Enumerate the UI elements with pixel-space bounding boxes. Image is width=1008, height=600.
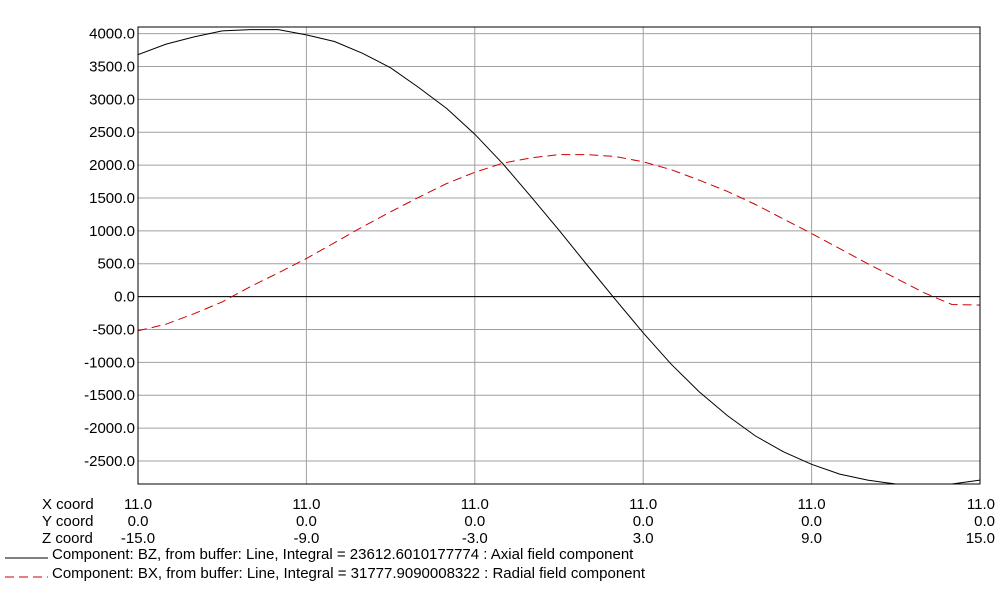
coord-value: 0.0	[464, 513, 485, 530]
coord-value: 0.0	[801, 513, 822, 530]
coord-value: -9.0	[293, 530, 319, 547]
y-tick-label: 1500.0	[89, 190, 135, 207]
y-tick-label: -1000.0	[84, 354, 135, 371]
coord-row-label: Y coord	[42, 513, 93, 530]
legend-label-bz: Component: BZ, from buffer: Line, Integr…	[52, 546, 634, 563]
series-layer	[138, 29, 980, 484]
y-tick-label: 0.0	[114, 289, 135, 306]
y-tick-labels: 4000.0 3500.0 3000.0 2500.0 2000.0 1500.0 1000…	[84, 26, 135, 470]
y-tick-label: 2500.0	[89, 124, 135, 141]
coord-value: -15.0	[121, 530, 155, 547]
coord-value: 11.0	[124, 496, 152, 513]
y-tick-label: 4000.0	[89, 26, 135, 43]
coord-value: 11.0	[461, 496, 489, 513]
y-tick-label: -2500.0	[84, 453, 135, 470]
coord-row-label: Z coord	[42, 530, 93, 547]
grid-lines	[137, 27, 981, 484]
coord-value: 0.0	[128, 513, 149, 530]
coord-row-label: X coord	[42, 496, 94, 513]
coord-value: 11.0	[798, 496, 826, 513]
y-tick-label: -2000.0	[84, 420, 135, 437]
y-tick-label: 3500.0	[89, 58, 135, 75]
legend: Component: BZ, from buffer: Line, Integr…	[5, 546, 646, 582]
y-tick-label: -1500.0	[84, 387, 135, 404]
coord-value: 11.0	[292, 496, 320, 513]
y-tick-label: 500.0	[97, 256, 135, 273]
coord-value: 15.0	[966, 530, 995, 547]
series-line-bx	[138, 154, 980, 332]
coord-value: -3.0	[462, 530, 488, 547]
coord-value: 11.0	[629, 496, 657, 513]
coord-value: 0.0	[633, 513, 654, 530]
legend-label-bx: Component: BX, from buffer: Line, Integr…	[52, 565, 646, 582]
y-tick-label: 1000.0	[89, 223, 135, 240]
y-tick-label: -500.0	[92, 321, 135, 338]
coord-value: 0.0	[974, 513, 995, 530]
coord-value: 9.0	[801, 530, 822, 547]
coordinate-rows: X coord 11.0 11.0 11.0 11.0 11.0 11.0 Y coord 0.…	[42, 496, 995, 547]
y-tick-label: 3000.0	[89, 91, 135, 108]
coord-value: 11.0	[967, 496, 995, 513]
series-line-bz	[138, 29, 980, 484]
y-tick-label: 2000.0	[89, 157, 135, 174]
plot-frame	[137, 26, 981, 485]
coord-value: 0.0	[296, 513, 317, 530]
coord-value: 3.0	[633, 530, 654, 547]
